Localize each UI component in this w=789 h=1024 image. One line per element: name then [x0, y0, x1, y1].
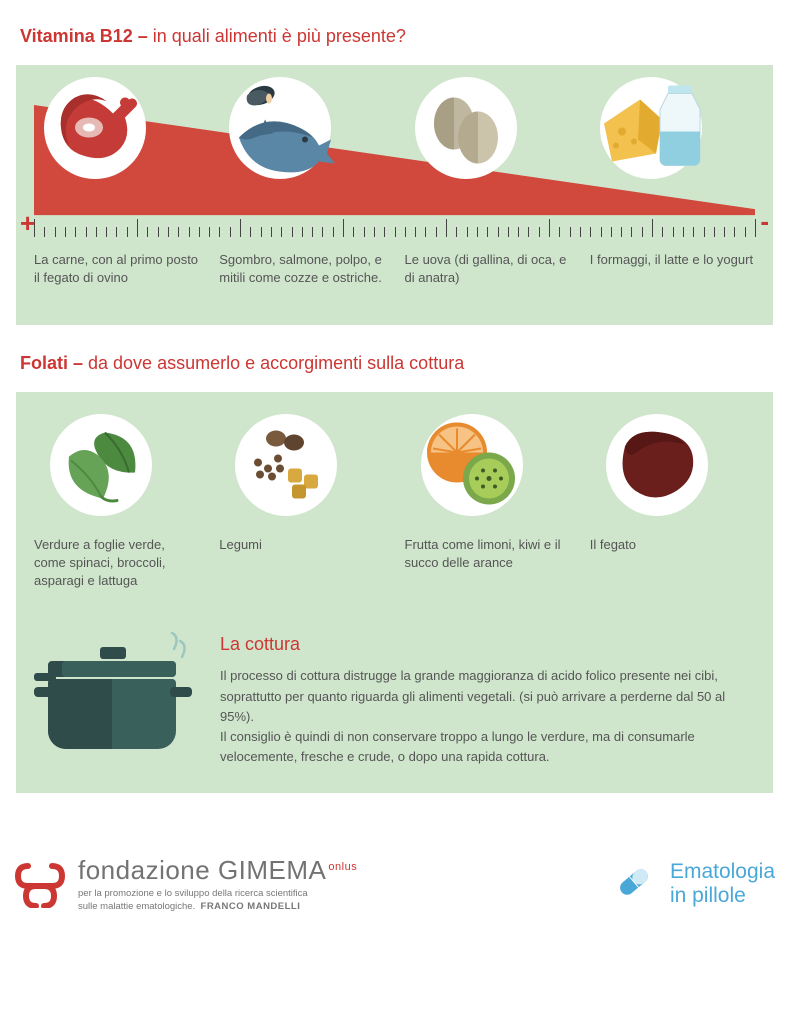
- sub2: sulle malattie ematologiche.: [78, 901, 195, 912]
- folati-title: Folati – da dove assumerlo e accorgiment…: [20, 353, 773, 374]
- gimema-logo-icon: [14, 856, 66, 913]
- meat-icon: [44, 77, 146, 179]
- plus-label: +: [20, 208, 35, 239]
- food-desc: Verdure a foglie verde, come spinaci, br…: [34, 536, 199, 591]
- sub1: per la promozione e lo sviluppo della ri…: [78, 888, 308, 899]
- ruler-tick: [755, 219, 756, 237]
- pill-icon: [610, 858, 658, 911]
- food-item: Legumi: [219, 414, 384, 591]
- gimema-name: fondazione GIMEMAonlus: [78, 855, 357, 886]
- fruit-icon: [421, 414, 523, 516]
- food-desc: Le uova (di gallina, di oca, e di anatra…: [405, 251, 570, 287]
- eggs-icon: [415, 77, 517, 179]
- sub-bold: FRANCO MANDELLI: [201, 901, 301, 912]
- food-desc: I formaggi, il latte e lo yogurt: [590, 251, 755, 269]
- food-desc: La carne, con al primo posto il fegato d…: [34, 251, 199, 287]
- food-item: Sgombro, salmone, polpo, e mitili come c…: [219, 77, 384, 287]
- org-bold: GIMEMA: [218, 855, 326, 885]
- cooking-body: Il processo di cottura distrugge la gran…: [220, 666, 755, 767]
- food-desc: Sgombro, salmone, polpo, e mitili come c…: [219, 251, 384, 287]
- leaves-icon: [50, 414, 152, 516]
- food-item: Verdure a foglie verde, come spinaci, br…: [34, 414, 199, 591]
- gimema-subtitle: per la promozione e lo sviluppo della ri…: [78, 888, 357, 913]
- liver-icon: [606, 414, 708, 516]
- food-desc: Il fegato: [590, 536, 755, 554]
- footer: fondazione GIMEMAonlus per la promozione…: [0, 837, 789, 923]
- food-desc: Frutta come limoni, kiwi e il succo dell…: [405, 536, 570, 572]
- folati-title-rest: da dove assumerlo e accorgimenti sulla c…: [83, 353, 464, 373]
- dairy-icon: [600, 77, 702, 179]
- food-item: I formaggi, il latte e lo yogurt: [590, 77, 755, 287]
- minus-label: -: [760, 206, 769, 237]
- pill-text: Ematologia in pillole: [670, 860, 775, 908]
- org-light: fondazione: [78, 855, 218, 885]
- cooking-title: La cottura: [220, 631, 755, 659]
- pot-icon: [34, 631, 194, 766]
- food-desc: Legumi: [219, 536, 384, 554]
- legumes-icon: [235, 414, 337, 516]
- b12-panel: + - La carne, con al primo posto il fega…: [16, 65, 773, 325]
- food-item: Frutta come limoni, kiwi e il succo dell…: [405, 414, 570, 591]
- pill-line1: Ematologia: [670, 860, 775, 883]
- folati-title-bold: Folati –: [20, 353, 83, 373]
- food-item: Il fegato: [590, 414, 755, 591]
- b12-title-rest: in quali alimenti è più presente?: [148, 26, 406, 46]
- pill-line2: in pillole: [670, 884, 746, 907]
- food-item: Le uova (di gallina, di oca, e di anatra…: [405, 77, 570, 287]
- b12-title: Vitamina B12 – in quali alimenti è più p…: [20, 26, 773, 47]
- fish-icon: [229, 77, 331, 179]
- b12-title-bold: Vitamina B12 –: [20, 26, 148, 46]
- onlus-label: onlus: [328, 861, 357, 873]
- food-item: La carne, con al primo posto il fegato d…: [34, 77, 199, 287]
- cooking-row: La cottura Il processo di cottura distru…: [34, 631, 755, 768]
- folati-panel: Verdure a foglie verde, come spinaci, br…: [16, 392, 773, 793]
